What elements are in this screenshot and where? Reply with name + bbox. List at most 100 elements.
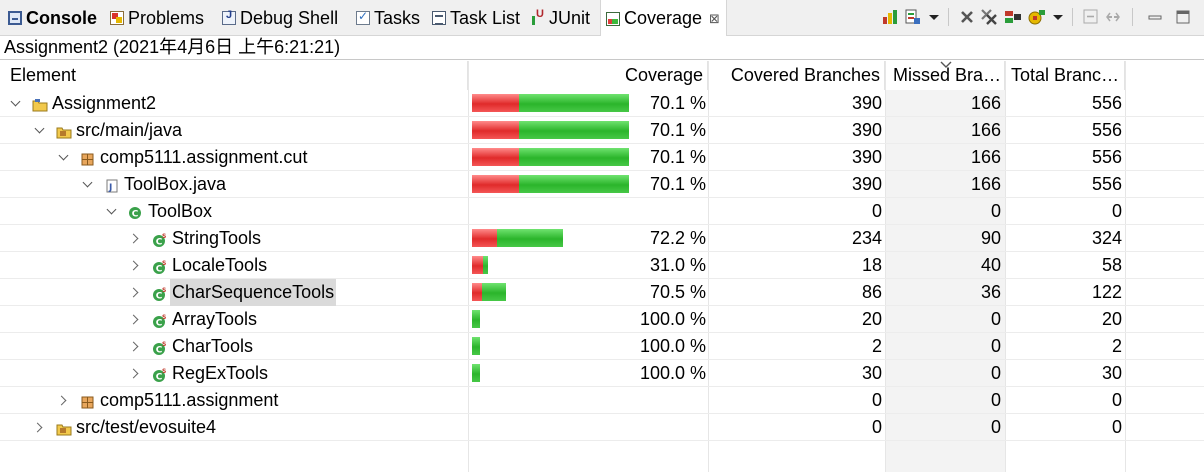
coverage-bar [472, 364, 480, 382]
tab-label: Tasks [374, 7, 421, 28]
covered-bar-segment [472, 310, 480, 328]
remove-session-icon[interactable] [958, 8, 976, 26]
covered-branches-value: 0 [871, 201, 882, 221]
coverage-bar [472, 175, 629, 193]
expanded-chevron-icon[interactable] [82, 178, 94, 190]
toolbar-separator [948, 8, 949, 26]
column-divider [885, 61, 886, 472]
table-row[interactable]: comp5111.assignment 0 0 0 [0, 387, 1204, 414]
svg-text:C: C [156, 292, 163, 302]
tab-debug-shell[interactable]: Debug Shell [222, 0, 338, 36]
covered-bar-segment [482, 283, 506, 301]
covered-branches-value: 0 [871, 417, 882, 437]
tab-task-list[interactable]: Task List [432, 0, 520, 36]
remove-all-sessions-icon[interactable] [980, 8, 998, 26]
column-header-total-branches[interactable]: Total Branc… [1005, 61, 1125, 90]
collapsed-chevron-icon[interactable] [130, 232, 142, 244]
svg-text:C: C [132, 210, 139, 220]
open-report-icon[interactable] [882, 8, 900, 26]
table-row[interactable]: C ToolBox 0 0 0 [0, 198, 1204, 225]
coverage-percent: 70.1 % [649, 93, 706, 113]
column-header-coverage[interactable]: Coverage [468, 61, 708, 90]
expanded-chevron-icon[interactable] [106, 205, 118, 217]
table-row[interactable]: src/main/java 70.1 % 390 166 556 [0, 117, 1204, 144]
total-branches-value: 58 [1101, 255, 1122, 275]
element-name: LocaleTools [172, 255, 268, 275]
toolbar-separator [1132, 8, 1133, 26]
expanded-chevron-icon[interactable] [34, 124, 46, 136]
covered-branches-value: 234 [851, 228, 882, 248]
coverage-percent [640, 387, 706, 414]
source-folder-icon [56, 123, 72, 139]
tasks-icon [356, 9, 370, 25]
java-file-icon: J [104, 177, 120, 193]
minimize-icon[interactable] [1146, 8, 1164, 26]
dropdown-icon[interactable] [928, 8, 940, 26]
close-tab-icon[interactable]: ⊠ [709, 10, 720, 26]
covered-branches-value: 390 [851, 93, 882, 113]
collapsed-chevron-icon[interactable] [34, 421, 46, 433]
link-editor-icon[interactable] [1104, 8, 1122, 26]
coverage-icon [606, 11, 620, 26]
table-row[interactable]: Assignment2 70.1 % 390 166 556 [0, 90, 1204, 117]
table-row[interactable]: C S LocaleTools 31.0 % 18 40 58 [0, 252, 1204, 279]
debug-shell-icon [222, 9, 236, 25]
coverage-bar [472, 310, 480, 328]
total-branches-value: 556 [1091, 120, 1122, 140]
table-row[interactable]: comp5111.assignment.cut 70.1 % 390 166 556 [0, 144, 1204, 171]
tab-label: Console [26, 7, 98, 28]
covered-branches-value: 0 [871, 390, 882, 410]
column-divider [708, 61, 709, 472]
collapsed-chevron-icon[interactable] [58, 394, 70, 406]
merge-sessions-icon[interactable] [1004, 8, 1022, 26]
element-name: comp5111.assignment.cut [100, 147, 308, 167]
column-header-element[interactable]: Element [6, 61, 468, 90]
column-header-covered-branches[interactable]: Covered Branches [708, 61, 885, 90]
collapsed-chevron-icon[interactable] [130, 259, 142, 271]
expanded-chevron-icon[interactable] [58, 151, 70, 163]
table-row[interactable]: J ToolBox.java 70.1 % 390 166 556 [0, 171, 1204, 198]
element-name: src/main/java [76, 120, 183, 140]
column-header-missed-branches[interactable]: Missed Bra… [885, 61, 1005, 90]
tab-console[interactable]: Console [8, 0, 97, 36]
table-row[interactable]: src/test/evosuite4 0 0 0 [0, 414, 1204, 441]
collapsed-chevron-icon[interactable] [130, 286, 142, 298]
table-row[interactable]: C S CharTools 100.0 % 2 0 2 [0, 333, 1204, 360]
table-row[interactable]: C S CharSequenceTools 70.5 % 86 36 122 [0, 279, 1204, 306]
table-row[interactable]: C S StringTools 72.2 % 234 90 324 [0, 225, 1204, 252]
select-session-icon[interactable] [1028, 8, 1046, 26]
covered-bar-segment [519, 94, 629, 112]
maximize-icon[interactable] [1174, 8, 1192, 26]
coverage-bar [472, 256, 488, 274]
import-icon[interactable] [904, 8, 922, 26]
collapsed-chevron-icon[interactable] [130, 340, 142, 352]
missed-branches-value: 36 [980, 282, 1001, 302]
covered-branches-value: 390 [851, 147, 882, 167]
covered-bar-segment [483, 256, 488, 274]
missed-branches-value: 40 [980, 255, 1001, 275]
missed-branches-value: 0 [990, 390, 1001, 410]
total-branches-value: 2 [1111, 336, 1122, 356]
svg-text:C: C [156, 265, 163, 275]
tab-problems[interactable]: Problems [110, 0, 204, 36]
collapse-all-icon[interactable] [1082, 8, 1100, 26]
tab-tasks[interactable]: Tasks [356, 0, 420, 36]
tab-label: Coverage [624, 8, 703, 28]
project-icon [32, 96, 48, 112]
collapsed-chevron-icon[interactable] [130, 313, 142, 325]
expanded-chevron-icon[interactable] [10, 97, 22, 109]
collapsed-chevron-icon[interactable] [130, 367, 142, 379]
column-divider [1125, 61, 1126, 472]
table-row[interactable]: C S ArrayTools 100.0 % 20 0 20 [0, 306, 1204, 333]
element-name: ToolBox.java [124, 174, 227, 194]
tab-junit[interactable]: JUnit [531, 0, 590, 36]
toolbar-separator [1072, 8, 1073, 26]
dropdown-icon[interactable] [1052, 8, 1064, 26]
coverage-bar [472, 94, 629, 112]
tab-coverage[interactable]: Coverage ⊠ [600, 0, 727, 37]
table-row[interactable]: C S RegExTools 100.0 % 30 0 30 [0, 360, 1204, 387]
missed-bar-segment [472, 175, 519, 193]
svg-text:S: S [162, 314, 166, 321]
